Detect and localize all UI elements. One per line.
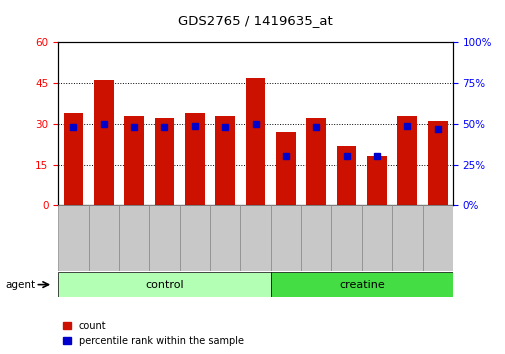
Bar [276, 132, 295, 205]
FancyBboxPatch shape [240, 205, 270, 271]
FancyBboxPatch shape [149, 205, 179, 271]
Bar [306, 119, 326, 205]
Legend: count, percentile rank within the sample: count, percentile rank within the sample [63, 321, 243, 346]
Text: control: control [145, 280, 183, 290]
Bar [427, 121, 447, 205]
FancyBboxPatch shape [119, 205, 149, 271]
Text: creatine: creatine [338, 280, 384, 290]
FancyBboxPatch shape [210, 205, 240, 271]
FancyBboxPatch shape [361, 205, 391, 271]
FancyBboxPatch shape [179, 205, 210, 271]
Bar [94, 80, 114, 205]
Bar [124, 116, 144, 205]
Bar [185, 113, 204, 205]
FancyBboxPatch shape [391, 205, 422, 271]
Bar [397, 116, 417, 205]
Bar [215, 116, 235, 205]
Bar [336, 145, 356, 205]
Text: GDS2765 / 1419635_at: GDS2765 / 1419635_at [178, 14, 332, 27]
FancyBboxPatch shape [58, 272, 270, 297]
Bar [245, 78, 265, 205]
FancyBboxPatch shape [331, 205, 361, 271]
FancyBboxPatch shape [58, 205, 88, 271]
Bar [64, 113, 83, 205]
Bar [155, 119, 174, 205]
FancyBboxPatch shape [88, 205, 119, 271]
Text: agent: agent [5, 280, 35, 290]
FancyBboxPatch shape [300, 205, 331, 271]
FancyBboxPatch shape [270, 205, 300, 271]
FancyBboxPatch shape [422, 205, 452, 271]
Bar [367, 156, 386, 205]
FancyBboxPatch shape [270, 272, 452, 297]
